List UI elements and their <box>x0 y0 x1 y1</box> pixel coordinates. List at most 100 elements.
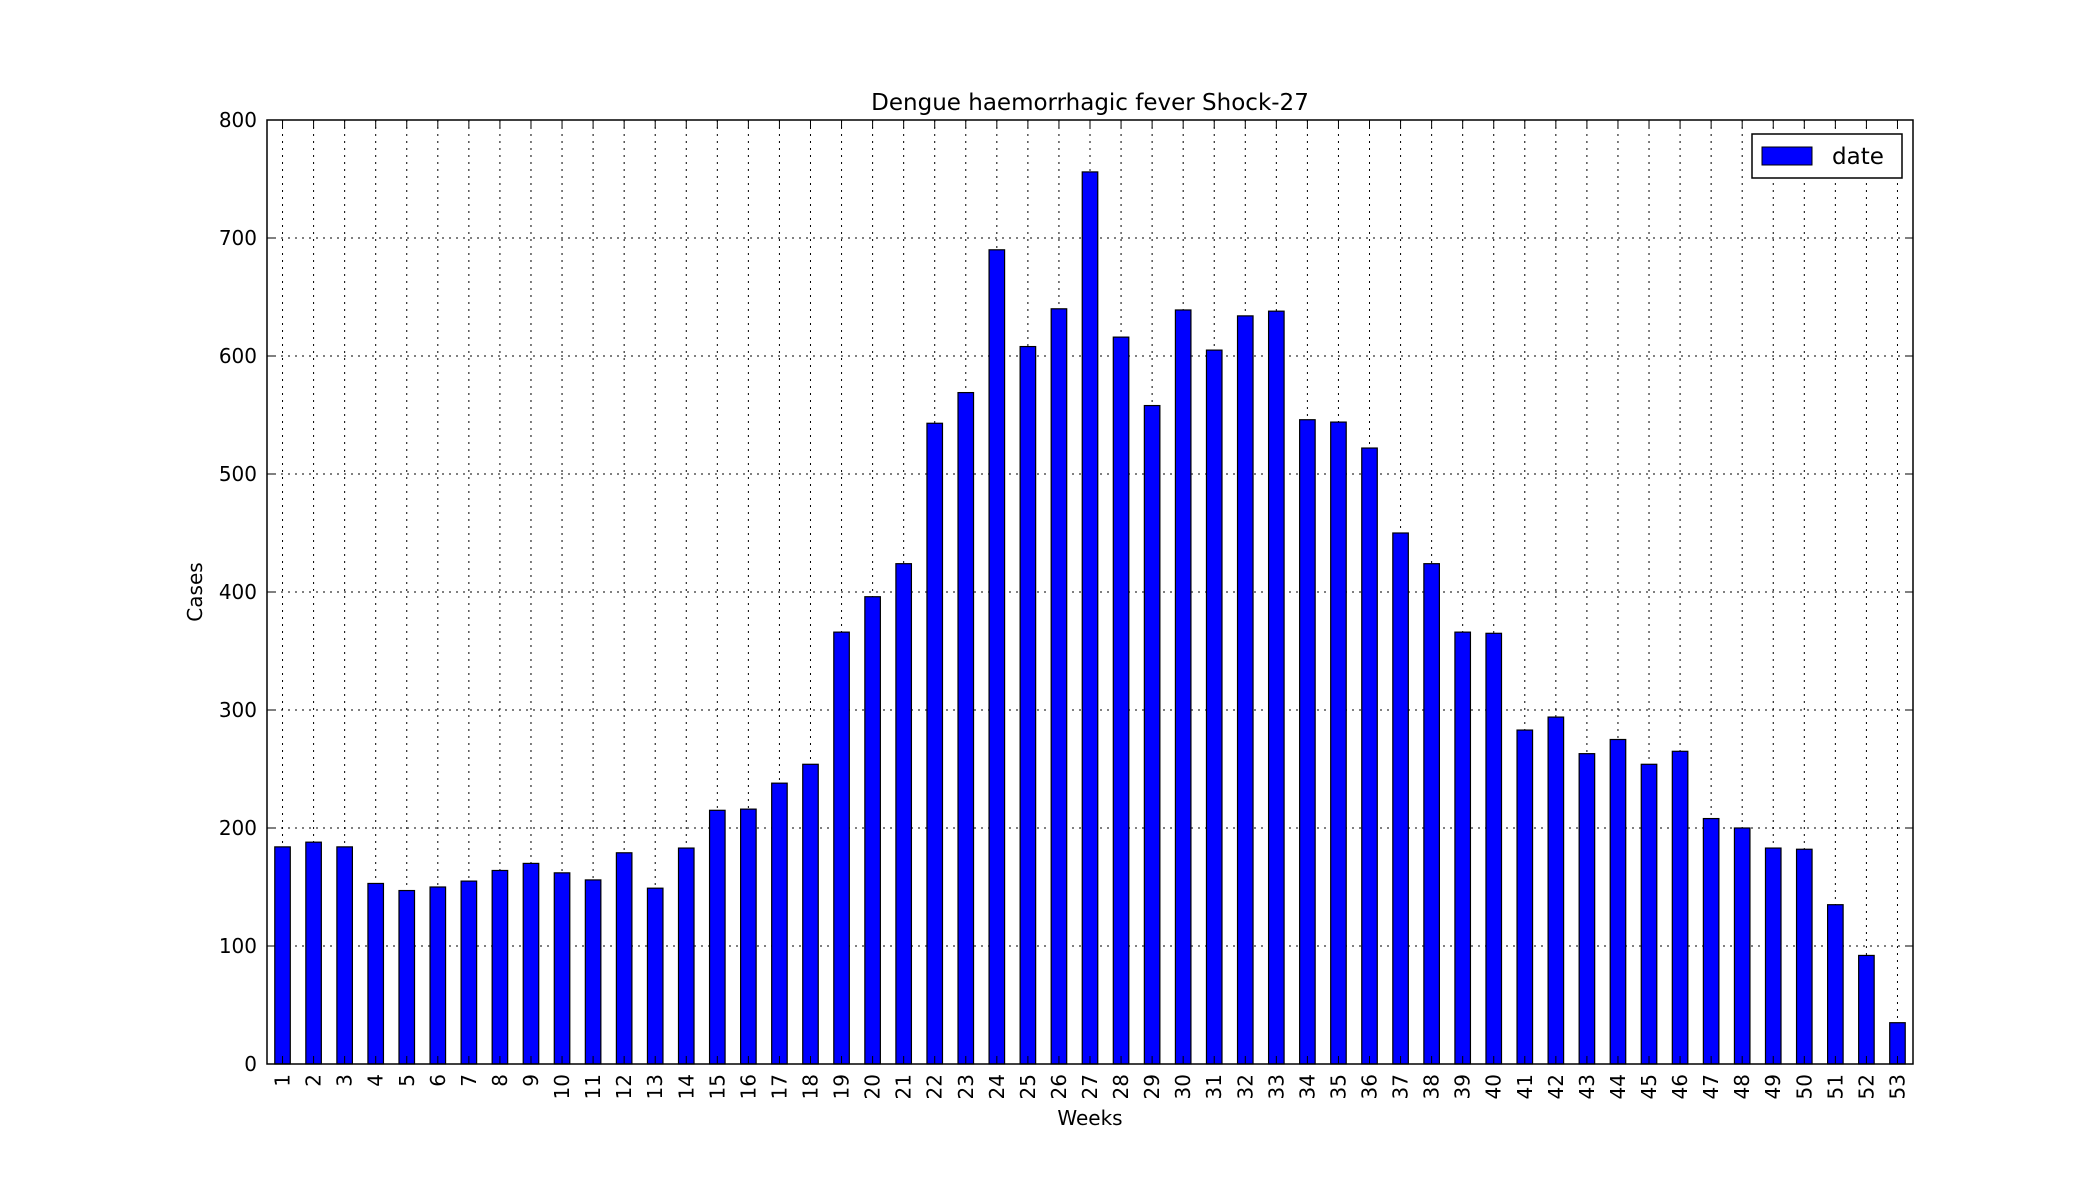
bar-week-25 <box>1019 345 1037 1065</box>
x-axis-ticks: 1 2 3 4 5 6 7 8 9 10 11 12 13 14 15 16 17 18 19 20 21 22 23 24 2… <box>271 120 1909 1099</box>
bar-week-36 <box>1361 447 1378 1065</box>
x-tick-label: 25 <box>1016 1074 1040 1099</box>
x-tick-label: 36 <box>1358 1074 1382 1099</box>
bar-week-4 <box>367 882 385 1065</box>
y-axis-ticks: 0 100 200 300 400 500 600 700 800 <box>219 108 1913 1076</box>
bar-week-46 <box>1671 750 1689 1065</box>
bar-week-43 <box>1578 753 1596 1065</box>
x-tick-label: 14 <box>674 1074 698 1099</box>
x-tick-label: 21 <box>892 1074 916 1099</box>
x-tick-label: 8 <box>488 1074 512 1087</box>
bar-week-41 <box>1516 729 1534 1065</box>
bar-week-45 <box>1640 763 1658 1065</box>
x-tick-label: 12 <box>612 1074 636 1099</box>
bar-week-49 <box>1764 847 1782 1065</box>
x-tick-label: 38 <box>1420 1074 1444 1099</box>
x-tick-label: 44 <box>1606 1074 1630 1099</box>
x-tick-label: 35 <box>1326 1074 1350 1099</box>
x-tick-label: 50 <box>1792 1074 1816 1099</box>
y-tick-label: 300 <box>219 698 257 722</box>
bar-week-22 <box>926 422 944 1065</box>
x-tick-label: 49 <box>1761 1074 1785 1099</box>
x-tick-label: 47 <box>1699 1074 1723 1099</box>
legend-swatch <box>1761 146 1813 166</box>
x-tick-label: 29 <box>1140 1074 1164 1099</box>
bar-week-31 <box>1205 349 1223 1065</box>
bar-week-18 <box>802 763 819 1065</box>
bar-week-5 <box>398 889 416 1065</box>
bar-week-38 <box>1423 563 1440 1065</box>
x-tick-label: 15 <box>705 1074 729 1099</box>
x-tick-label: 42 <box>1544 1074 1568 1099</box>
x-tick-label: 9 <box>519 1074 543 1087</box>
bars <box>274 171 1906 1065</box>
bar-week-28 <box>1112 336 1130 1065</box>
x-tick-label: 16 <box>736 1074 760 1099</box>
bar-week-48 <box>1733 827 1751 1065</box>
x-tick-label: 20 <box>861 1074 885 1099</box>
y-tick-label: 600 <box>219 344 257 368</box>
x-tick-label: 53 <box>1885 1074 1909 1099</box>
bar-week-33 <box>1267 310 1285 1065</box>
x-tick-label: 19 <box>830 1074 854 1099</box>
y-tick-label: 400 <box>219 580 257 604</box>
y-axis-label: Cases <box>183 562 207 621</box>
bar-week-21 <box>895 563 913 1065</box>
x-tick-label: 4 <box>364 1074 388 1087</box>
bar-week-51 <box>1826 904 1844 1065</box>
x-tick-label: 23 <box>954 1074 978 1099</box>
bar-week-20 <box>864 596 881 1065</box>
bar-week-9 <box>522 862 540 1065</box>
bar-week-19 <box>833 631 850 1065</box>
x-tick-label: 28 <box>1109 1074 1133 1099</box>
x-tick-label: 39 <box>1451 1074 1475 1099</box>
x-tick-label: 7 <box>457 1074 481 1087</box>
bar-week-11 <box>584 879 602 1065</box>
bar-week-30 <box>1174 309 1192 1065</box>
bar-week-6 <box>429 886 447 1065</box>
x-tick-label: 32 <box>1233 1074 1257 1099</box>
x-axis-label: Weeks <box>1057 1106 1122 1130</box>
x-tick-label: 24 <box>985 1074 1009 1099</box>
x-tick-label: 13 <box>643 1074 667 1099</box>
legend: date <box>1751 133 1903 179</box>
bar-week-7 <box>460 880 478 1065</box>
bar-week-14 <box>677 847 695 1065</box>
x-tick-label: 43 <box>1575 1074 1599 1099</box>
bar-week-35 <box>1330 421 1347 1065</box>
y-tick-label: 700 <box>219 226 257 250</box>
bar-week-27 <box>1081 171 1099 1065</box>
x-tick-label: 41 <box>1513 1074 1537 1099</box>
y-tick-label: 100 <box>219 934 257 958</box>
x-tick-label: 2 <box>302 1074 326 1087</box>
bar-week-52 <box>1858 954 1875 1065</box>
bar-week-44 <box>1609 738 1627 1065</box>
x-tick-label: 10 <box>550 1074 574 1099</box>
x-tick-label: 40 <box>1482 1074 1506 1099</box>
y-tick-label: 500 <box>219 462 257 486</box>
x-tick-label: 17 <box>767 1074 791 1099</box>
bar-week-34 <box>1299 419 1316 1065</box>
legend-label: date <box>1832 144 1884 170</box>
x-tick-label: 5 <box>395 1074 419 1087</box>
bar-week-40 <box>1485 632 1503 1065</box>
x-tick-label: 3 <box>333 1074 357 1087</box>
bar-week-29 <box>1143 404 1161 1065</box>
bar-week-24 <box>988 249 1006 1065</box>
chart-title: Dengue haemorrhagic fever Shock-27 <box>871 90 1309 116</box>
bar-week-15 <box>708 809 726 1065</box>
x-tick-label: 45 <box>1637 1074 1661 1099</box>
grid-lines <box>267 120 1913 1064</box>
x-tick-label: 22 <box>923 1074 947 1099</box>
bar-week-42 <box>1547 716 1565 1065</box>
bar-week-39 <box>1454 631 1472 1065</box>
x-tick-label: 52 <box>1854 1074 1878 1099</box>
bar-week-16 <box>740 808 757 1065</box>
x-tick-label: 6 <box>426 1074 450 1087</box>
x-tick-label: 1 <box>271 1074 295 1087</box>
x-tick-label: 31 <box>1202 1074 1226 1099</box>
y-tick-label: 200 <box>219 816 257 840</box>
x-tick-label: 33 <box>1264 1074 1288 1099</box>
bar-week-10 <box>553 872 571 1065</box>
